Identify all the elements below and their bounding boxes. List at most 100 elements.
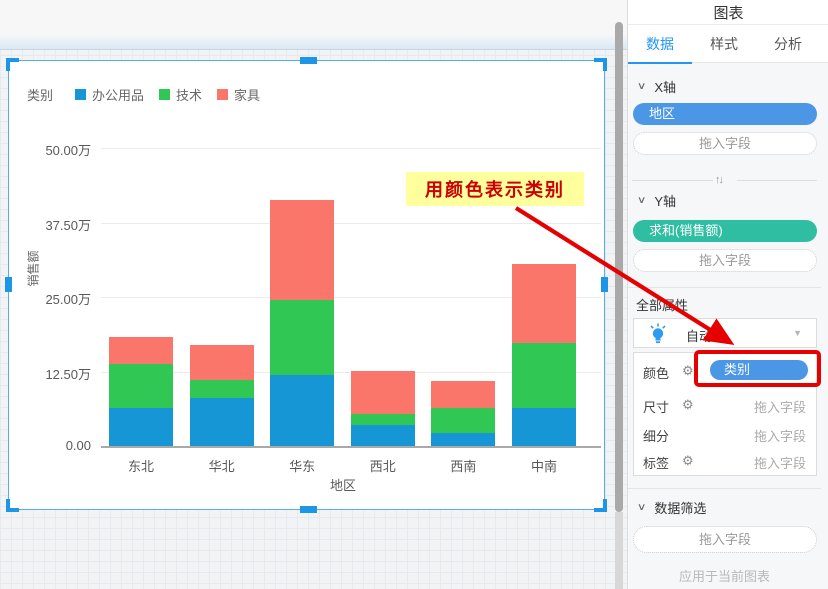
y-tick-label: 12.50万 (45, 366, 91, 382)
swap-axes-separator: ↑↓ (628, 174, 821, 187)
y-axis-drop-placeholder[interactable]: 拖入字段 (633, 249, 817, 272)
bar-segment-技术-西南[interactable] (431, 407, 496, 433)
size-drop-placeholder[interactable]: 拖入字段 (753, 400, 806, 415)
size-row-label: 尺寸 (643, 400, 670, 415)
canvas-scrollbar-thumb[interactable] (615, 22, 623, 512)
selection-handle-right[interactable] (601, 277, 608, 292)
dropdown-caret-icon: ▼ (793, 328, 802, 338)
data-filter-section-header[interactable]: ∨ 数据筛选 (636, 498, 706, 517)
label-row-label: 标签 (643, 456, 670, 471)
x-tick-label: 华北 (208, 459, 235, 474)
bar-segment-家具-东北[interactable] (109, 337, 173, 364)
chevron-down-icon: ∨ (636, 195, 647, 206)
tab-data[interactable]: 数据 (628, 25, 692, 64)
gridline (101, 148, 601, 149)
legend-item[interactable]: 办公用品 (75, 85, 144, 104)
selection-handle-bottom[interactable] (300, 506, 317, 513)
panel-tabs: 数据 样式 分析 (628, 25, 828, 64)
canvas-top-strip (0, 0, 627, 50)
settings-panel: 图表 数据 样式 分析 ∨ X轴 地区 拖入字段 ↑↓ ∨ Y轴 求和(销售额)… (627, 0, 828, 589)
bar-segment-家具-中南[interactable] (512, 264, 576, 344)
bar-segment-办公用品-华东[interactable] (270, 375, 335, 447)
x-tick-label: 西北 (369, 459, 396, 474)
annotation-label: 用颜色表示类别 (406, 172, 584, 206)
selection-handle-top-left[interactable] (6, 58, 19, 71)
label-drop-placeholder[interactable]: 拖入字段 (753, 456, 806, 471)
all-properties-header: 全部属性 (636, 298, 689, 313)
y-tick-label: 50.00万 (45, 143, 91, 158)
bar-segment-家具-西南[interactable] (431, 381, 496, 408)
apply-scope-note: 应用于当前图表 (678, 569, 770, 584)
x-axis-drop-placeholder[interactable]: 拖入字段 (633, 132, 817, 155)
x-axis-line (101, 446, 601, 448)
separator-line (632, 180, 713, 181)
selection-handle-top-right[interactable] (594, 58, 607, 71)
x-axis-title: 地区 (329, 478, 356, 493)
selection-handle-bottom-right[interactable] (594, 499, 607, 512)
bar-segment-办公用品-东北[interactable] (109, 407, 173, 447)
legend-swatch-office-icon (75, 89, 87, 100)
bar-segment-技术-西北[interactable] (350, 413, 415, 425)
tab-style[interactable]: 样式 (710, 36, 738, 52)
filter-drop-placeholder[interactable]: 拖入字段 (633, 526, 817, 553)
bar-segment-办公用品-西南[interactable] (431, 432, 496, 447)
bar-segment-技术-东北[interactable] (109, 363, 173, 408)
gridline (101, 297, 601, 298)
bar-segment-办公用品-中南[interactable] (512, 407, 576, 447)
x-tick-label: 西南 (450, 459, 477, 474)
x-tick-label: 东北 (127, 459, 154, 474)
color-field-pill[interactable]: 类别 (710, 360, 808, 380)
legend-title: 类别 (27, 88, 54, 103)
bar-segment-办公用品-华北[interactable] (189, 398, 254, 447)
legend-swatch-furniture-icon (217, 89, 229, 100)
y-axis-title: 销售额 (26, 250, 41, 287)
y-axis-section-label: Y轴 (654, 194, 676, 209)
chart-legend: 类别 办公用品 技术 家具 (27, 85, 275, 104)
x-tick-label: 华东 (289, 459, 316, 474)
bar-segment-家具-华北[interactable] (189, 345, 254, 381)
color-mode-dropdown[interactable]: 自动 ▼ (633, 318, 817, 348)
chevron-down-icon: ∨ (636, 502, 647, 513)
bar-segment-技术-华东[interactable] (270, 299, 335, 376)
gear-icon[interactable]: ⚙ (682, 453, 694, 468)
bar-segment-家具-西北[interactable] (350, 371, 415, 414)
y-axis-section-header[interactable]: ∨ Y轴 (636, 191, 676, 210)
bar-segment-技术-华北[interactable] (189, 380, 254, 399)
x-axis-field-pill[interactable]: 地区 (633, 103, 817, 125)
legend-swatch-tech-icon (159, 89, 171, 100)
lightbulb-icon (648, 323, 668, 350)
x-axis-section-label: X轴 (654, 80, 676, 95)
legend-item[interactable]: 家具 (217, 85, 260, 104)
selection-handle-left[interactable] (5, 277, 12, 292)
bar-segment-办公用品-西北[interactable] (350, 424, 415, 447)
detail-drop-placeholder[interactable]: 拖入字段 (753, 429, 806, 444)
x-axis-section-header[interactable]: ∨ X轴 (636, 77, 676, 96)
design-canvas[interactable]: 类别 办公用品 技术 家具 销售额 0.00 12.50万 25.00万 37.50万… (0, 0, 627, 589)
section-divider (628, 488, 821, 489)
selection-handle-bottom-left[interactable] (6, 499, 19, 512)
y-tick-label: 0.00 (65, 438, 91, 453)
legend-item[interactable]: 技术 (159, 85, 202, 104)
gear-icon[interactable]: ⚙ (682, 397, 694, 412)
tab-analysis[interactable]: 分析 (774, 36, 802, 52)
canvas-scrollbar-track[interactable] (615, 512, 623, 589)
y-tick-label: 37.50万 (45, 217, 91, 233)
section-divider (628, 287, 821, 288)
x-tick-label: 中南 (530, 459, 557, 474)
bar-segment-技术-中南[interactable] (512, 343, 576, 408)
y-axis-field-pill[interactable]: 求和(销售额) (633, 220, 817, 242)
color-mode-value: 自动 (686, 329, 713, 344)
gear-icon[interactable]: ⚙ (682, 363, 694, 378)
legend-label: 家具 (234, 88, 261, 103)
panel-title: 图表 (628, 0, 828, 25)
separator-line (737, 180, 817, 181)
bar-segment-家具-华东[interactable] (270, 200, 335, 300)
selection-handle-top[interactable] (300, 57, 317, 64)
color-row-label: 颜色 (643, 366, 670, 381)
detail-row-label: 细分 (643, 429, 670, 444)
swap-axes-icon[interactable]: ↑↓ (715, 174, 724, 186)
properties-box: 颜色 ⚙ 类别 尺寸 ⚙ 拖入字段 细分 拖入字段 标签 ⚙ 拖入字段 (633, 352, 817, 476)
chart-widget[interactable]: 类别 办公用品 技术 家具 销售额 0.00 12.50万 25.00万 37.50万… (5, 57, 608, 513)
chevron-down-icon: ∨ (636, 81, 647, 92)
